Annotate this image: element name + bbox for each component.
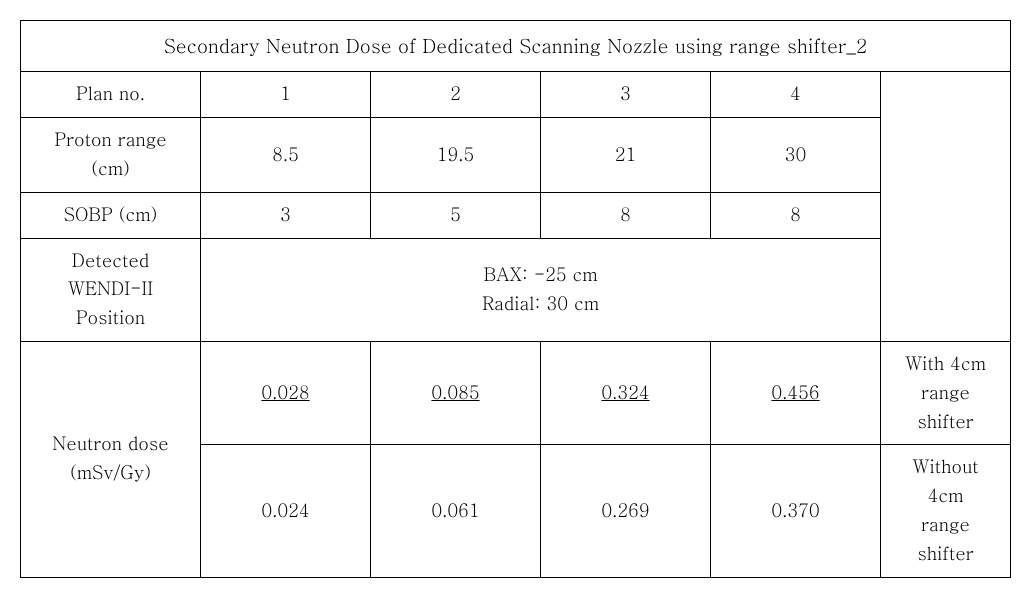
plan-cell: 2 — [371, 72, 541, 118]
sobp-cell: 8 — [711, 192, 881, 238]
side-without-shifter: Without 4cm range shifter — [881, 445, 1011, 577]
side-without-line2: 4cm — [928, 483, 964, 508]
table-row: Proton range (cm) 8.5 19.5 21 30 — [21, 118, 1011, 193]
dose-with-value: 0.085 — [431, 380, 479, 405]
position-label-line1: Detected — [72, 248, 149, 273]
table-title: Secondary Neutron Dose of Dedicated Scan… — [21, 21, 1011, 72]
dose-without-cell: 0.269 — [541, 445, 711, 577]
neutron-dose-table: Secondary Neutron Dose of Dedicated Scan… — [20, 20, 1011, 578]
position-label-line3: Position — [76, 305, 145, 330]
sobp-cell: 8 — [541, 192, 711, 238]
dose-without-cell: 0.370 — [711, 445, 881, 577]
proton-cell: 30 — [711, 118, 881, 193]
plan-cell: 3 — [541, 72, 711, 118]
position-label-line2: WENDI-II — [68, 276, 153, 301]
row-label-plan: Plan no. — [21, 72, 201, 118]
table-row: Secondary Neutron Dose of Dedicated Scan… — [21, 21, 1011, 72]
plan-cell: 4 — [711, 72, 881, 118]
row-label-proton: Proton range (cm) — [21, 118, 201, 193]
dose-with-value: 0.028 — [261, 380, 309, 405]
dose-with-cell: 0.085 — [371, 341, 541, 444]
proton-cell: 8.5 — [201, 118, 371, 193]
dose-without-cell: 0.024 — [201, 445, 371, 577]
dose-label-line2: (mSv/Gy) — [70, 460, 151, 485]
table-row: SOBP (cm) 3 5 8 8 — [21, 192, 1011, 238]
dose-without-cell: 0.061 — [371, 445, 541, 577]
dose-with-cell: 0.028 — [201, 341, 371, 444]
sobp-cell: 5 — [371, 192, 541, 238]
dose-with-cell: 0.456 — [711, 341, 881, 444]
position-radial: Radial: 30 cm — [482, 291, 599, 316]
row-label-dose: Neutron dose (mSv/Gy) — [21, 341, 201, 577]
side-with-shifter: With 4cm range shifter — [881, 341, 1011, 444]
proton-label-line2: (cm) — [91, 156, 130, 181]
proton-cell: 19.5 — [371, 118, 541, 193]
dose-with-value: 0.324 — [601, 380, 649, 405]
side-with-line3: shifter — [917, 409, 973, 434]
position-value: BAX: -25 cm Radial: 30 cm — [201, 238, 881, 341]
dose-with-cell: 0.324 — [541, 341, 711, 444]
plan-cell: 1 — [201, 72, 371, 118]
table-row: Plan no. 1 2 3 4 — [21, 72, 1011, 118]
table-row: Detected WENDI-II Position BAX: -25 cm R… — [21, 238, 1011, 341]
proton-cell: 21 — [541, 118, 711, 193]
side-without-line3: range — [921, 512, 970, 537]
position-bax: BAX: -25 cm — [483, 262, 597, 287]
dose-label-line1: Neutron dose — [52, 431, 168, 456]
sobp-cell: 3 — [201, 192, 371, 238]
proton-label-line1: Proton range — [54, 127, 166, 152]
row-label-sobp: SOBP (cm) — [21, 192, 201, 238]
side-without-line1: Without — [912, 454, 978, 479]
table-row: Neutron dose (mSv/Gy) 0.028 0.085 0.324 … — [21, 341, 1011, 444]
empty-side-cell — [881, 72, 1011, 342]
side-with-line1: With 4cm — [905, 351, 986, 376]
side-without-line4: shifter — [917, 541, 973, 566]
dose-with-value: 0.456 — [771, 380, 819, 405]
row-label-position: Detected WENDI-II Position — [21, 238, 201, 341]
side-with-line2: range — [921, 380, 970, 405]
